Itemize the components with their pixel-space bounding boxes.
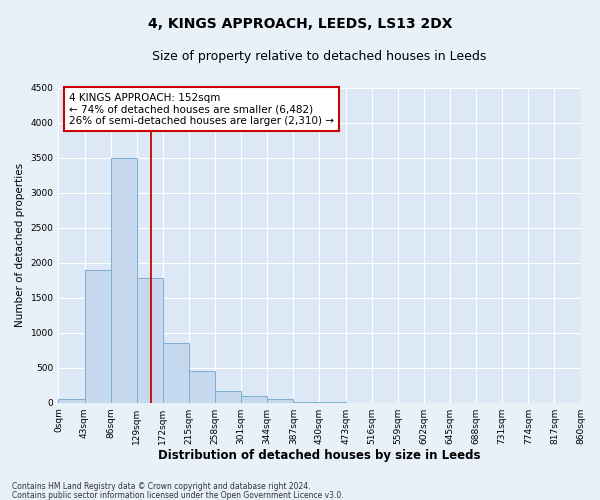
Bar xyxy=(215,391,241,402)
Bar xyxy=(189,371,215,402)
Bar xyxy=(267,399,293,402)
Text: 4, KINGS APPROACH, LEEDS, LS13 2DX: 4, KINGS APPROACH, LEEDS, LS13 2DX xyxy=(148,18,452,32)
Y-axis label: Number of detached properties: Number of detached properties xyxy=(15,163,25,328)
Text: Contains public sector information licensed under the Open Government Licence v3: Contains public sector information licen… xyxy=(12,490,344,500)
X-axis label: Distribution of detached houses by size in Leeds: Distribution of detached houses by size … xyxy=(158,450,481,462)
Bar xyxy=(241,396,267,402)
Bar xyxy=(163,342,189,402)
Bar xyxy=(110,158,137,402)
Text: Contains HM Land Registry data © Crown copyright and database right 2024.: Contains HM Land Registry data © Crown c… xyxy=(12,482,311,491)
Text: 4 KINGS APPROACH: 152sqm
← 74% of detached houses are smaller (6,482)
26% of sem: 4 KINGS APPROACH: 152sqm ← 74% of detach… xyxy=(69,92,334,126)
Bar xyxy=(85,270,110,402)
Bar xyxy=(137,278,163,402)
Title: Size of property relative to detached houses in Leeds: Size of property relative to detached ho… xyxy=(152,50,487,63)
Bar xyxy=(58,399,85,402)
